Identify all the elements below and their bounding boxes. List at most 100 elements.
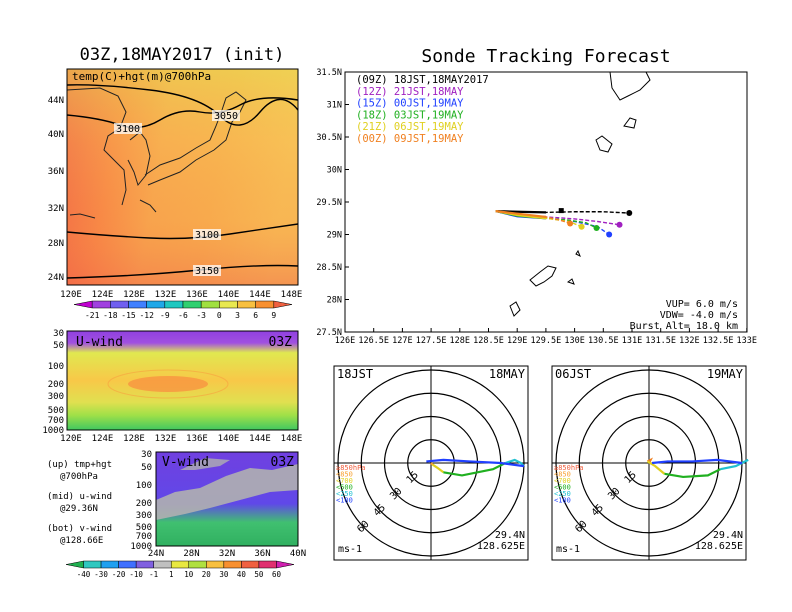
temp-colorbar-cell — [182, 300, 202, 309]
hodo-lat: 29.4N — [713, 530, 743, 541]
temp-contour-label-bg — [212, 110, 240, 121]
trajectory-landing-point — [578, 223, 585, 230]
v-wind-y-label: 200 — [136, 499, 152, 509]
temp-map-label: temp(C)+hgt(m)@700hPa — [72, 70, 211, 83]
main-lat-label: 27.5N — [316, 328, 342, 338]
hodo-level-label: <850 — [336, 471, 353, 479]
legend-note-line1: (up) tmp+hgt — [47, 460, 112, 470]
u-wind-x-label: 140E — [218, 434, 240, 444]
temp-colorbar-cell — [219, 300, 238, 309]
hodo-right-label: 18MAY — [489, 367, 526, 381]
temp-colorbar-label: 3 — [235, 311, 240, 320]
main-legend-entry: (15Z) 00JST,19MAY — [356, 98, 464, 110]
u-wind-y-label: 100 — [48, 362, 64, 372]
temp-field-overlay — [67, 69, 298, 285]
main-lat-label: 29.5N — [316, 198, 342, 208]
hodo-unit: ms-1 — [338, 544, 362, 555]
main-legend-entry: (18Z) 03JST,19MAY — [356, 109, 464, 121]
main-lon-labels: 126E 126.5E 127E 127.5E 128E 128.5E 129E 129.5E… — [335, 328, 757, 346]
hodo-level-label: ≥850hPa — [336, 464, 366, 472]
u-wind-frame — [66, 330, 299, 431]
wind-colorbar-label: -20 — [112, 570, 126, 579]
v-wind-x-label: 36N — [254, 549, 270, 559]
wind-colorbar-label: -1 — [149, 570, 158, 579]
temp-lat-labels: 44N 40N 36N 32N 28N 24N — [48, 96, 64, 283]
main-map: 31.5N 31N 30.5N 30N 29.5N 29N 28.5N 28N 27.5N 12… — [316, 68, 757, 346]
hodo-ring — [337, 369, 525, 557]
temp-colorbar-cell — [164, 300, 184, 309]
wind-colorbar-cell — [118, 560, 137, 569]
main-lon-label: 131E — [622, 336, 642, 346]
u-wind-x-label: 132E — [155, 434, 177, 444]
v-wind-y-label: 100 — [136, 481, 152, 491]
temp-contour-label: 3150 — [195, 266, 219, 277]
main-lon-label: 127.5E — [416, 336, 447, 346]
main-lon-label: 132.5E — [703, 336, 734, 346]
hodo-left-label: 18JST — [337, 367, 373, 381]
hodo-level-label: <850 — [554, 471, 571, 479]
main-lon-label: 128.5E — [473, 336, 504, 346]
temp-contour-label: 3100 — [116, 124, 140, 135]
temp-lat-label: 44N — [48, 96, 64, 106]
hodo-ring — [578, 392, 720, 534]
main-lon-label: 129E — [507, 336, 527, 346]
wind-colorbar-label: -40 — [77, 570, 91, 579]
main-lon-label: 133E — [737, 336, 757, 346]
temp-contour-label: 3050 — [214, 111, 238, 122]
temp-contour-label-bg — [193, 265, 221, 276]
main-legend-entry: (00Z) 09JST,19MAY — [356, 133, 464, 145]
wind-colorbar: -40 -30 -20 -10 -1 1 10 20 30 40 50 60 — [65, 560, 295, 579]
left-panel-title: 03Z,18MAY2017 (init) — [80, 45, 285, 65]
coast-island-c — [575, 249, 581, 258]
u-wind-label: U-wind — [76, 335, 123, 350]
hodo-ring — [383, 415, 479, 511]
hodo-lat: 29.4N — [495, 530, 525, 541]
main-lat-label: 28.5N — [316, 263, 342, 273]
hodo-segment — [443, 462, 506, 477]
wind-colorbar-label: 60 — [272, 570, 282, 579]
v-wind-y-label: 50 — [141, 463, 152, 473]
main-map-background — [345, 72, 747, 332]
temp-colorbar-cell — [255, 300, 275, 309]
wind-colorbar-cell — [170, 560, 190, 569]
temp-colorbar-cell — [146, 300, 166, 309]
hodo-ring — [625, 439, 673, 487]
hodo-lon: 128.625E — [477, 541, 525, 552]
temp-lon-label: 120E — [60, 290, 82, 300]
main-lat-label: 28N — [327, 296, 342, 306]
v-wind-gray-zone — [156, 464, 298, 520]
temp-lon-label: 136E — [186, 290, 208, 300]
hodo-level-label: <250 — [336, 490, 353, 498]
hodo-unit: ms-1 — [556, 544, 580, 555]
trajectory-landing-point — [567, 220, 574, 227]
u-wind-x-label: 128E — [123, 434, 145, 444]
v-wind-y-label: 300 — [136, 511, 152, 521]
burst-point-marker — [558, 208, 564, 214]
temp-lon-labels: 120E 124E 128E 132E 136E 140E 144E 148E — [60, 290, 302, 300]
temp-colorbar-label: 6 — [253, 311, 258, 320]
v-wind-y-label: 1000 — [130, 542, 152, 552]
trajectory-landing-point — [626, 210, 633, 217]
u-wind-y-label: 30 — [53, 329, 64, 339]
temp-colorbar: -21 -18 -15 -12 -9 -6 -3 0 3 6 9 — [73, 300, 293, 320]
hodo-level-label: <500 — [336, 484, 353, 492]
trajectory-landing-point — [616, 221, 623, 228]
temp-colorbar-cell — [273, 300, 293, 309]
hodo-segment — [431, 463, 445, 474]
legend-note-line2: @29.36N — [60, 504, 98, 514]
wind-colorbar-label: -30 — [94, 570, 108, 579]
main-lon-label: 131.5E — [645, 336, 676, 346]
legend-notes: (up) tmp+hgt @700hPa (mid) u-wind @29.36N (b… — [47, 460, 112, 546]
coast-island-b — [566, 278, 575, 285]
v-wind-y-label: 500 — [136, 523, 152, 533]
main-lat-label: 31N — [327, 101, 342, 111]
main-lat-label: 30.5N — [316, 133, 342, 143]
hodo-level-label: <100 — [336, 497, 353, 505]
wind-colorbar-cell — [135, 560, 154, 569]
